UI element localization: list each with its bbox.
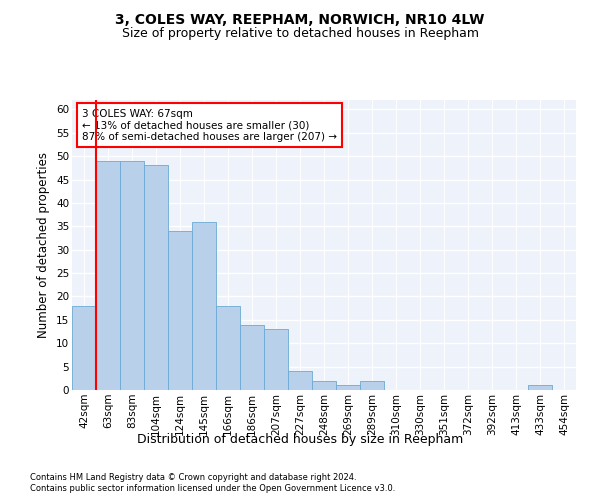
Bar <box>264 329 288 390</box>
Y-axis label: Number of detached properties: Number of detached properties <box>37 152 50 338</box>
Bar <box>168 231 192 390</box>
Bar <box>336 386 360 390</box>
Text: Distribution of detached houses by size in Reepham: Distribution of detached houses by size … <box>137 432 463 446</box>
Bar <box>192 222 216 390</box>
Bar <box>240 324 264 390</box>
Bar <box>360 380 384 390</box>
Bar <box>96 161 120 390</box>
Bar <box>528 386 552 390</box>
Bar <box>120 161 144 390</box>
Bar <box>216 306 240 390</box>
Text: 3 COLES WAY: 67sqm
← 13% of detached houses are smaller (30)
87% of semi-detache: 3 COLES WAY: 67sqm ← 13% of detached hou… <box>82 108 337 142</box>
Bar <box>72 306 96 390</box>
Text: 3, COLES WAY, REEPHAM, NORWICH, NR10 4LW: 3, COLES WAY, REEPHAM, NORWICH, NR10 4LW <box>115 12 485 26</box>
Bar <box>288 372 312 390</box>
Text: Contains public sector information licensed under the Open Government Licence v3: Contains public sector information licen… <box>30 484 395 493</box>
Bar <box>144 166 168 390</box>
Text: Size of property relative to detached houses in Reepham: Size of property relative to detached ho… <box>121 28 479 40</box>
Text: Contains HM Land Registry data © Crown copyright and database right 2024.: Contains HM Land Registry data © Crown c… <box>30 473 356 482</box>
Bar <box>312 380 336 390</box>
